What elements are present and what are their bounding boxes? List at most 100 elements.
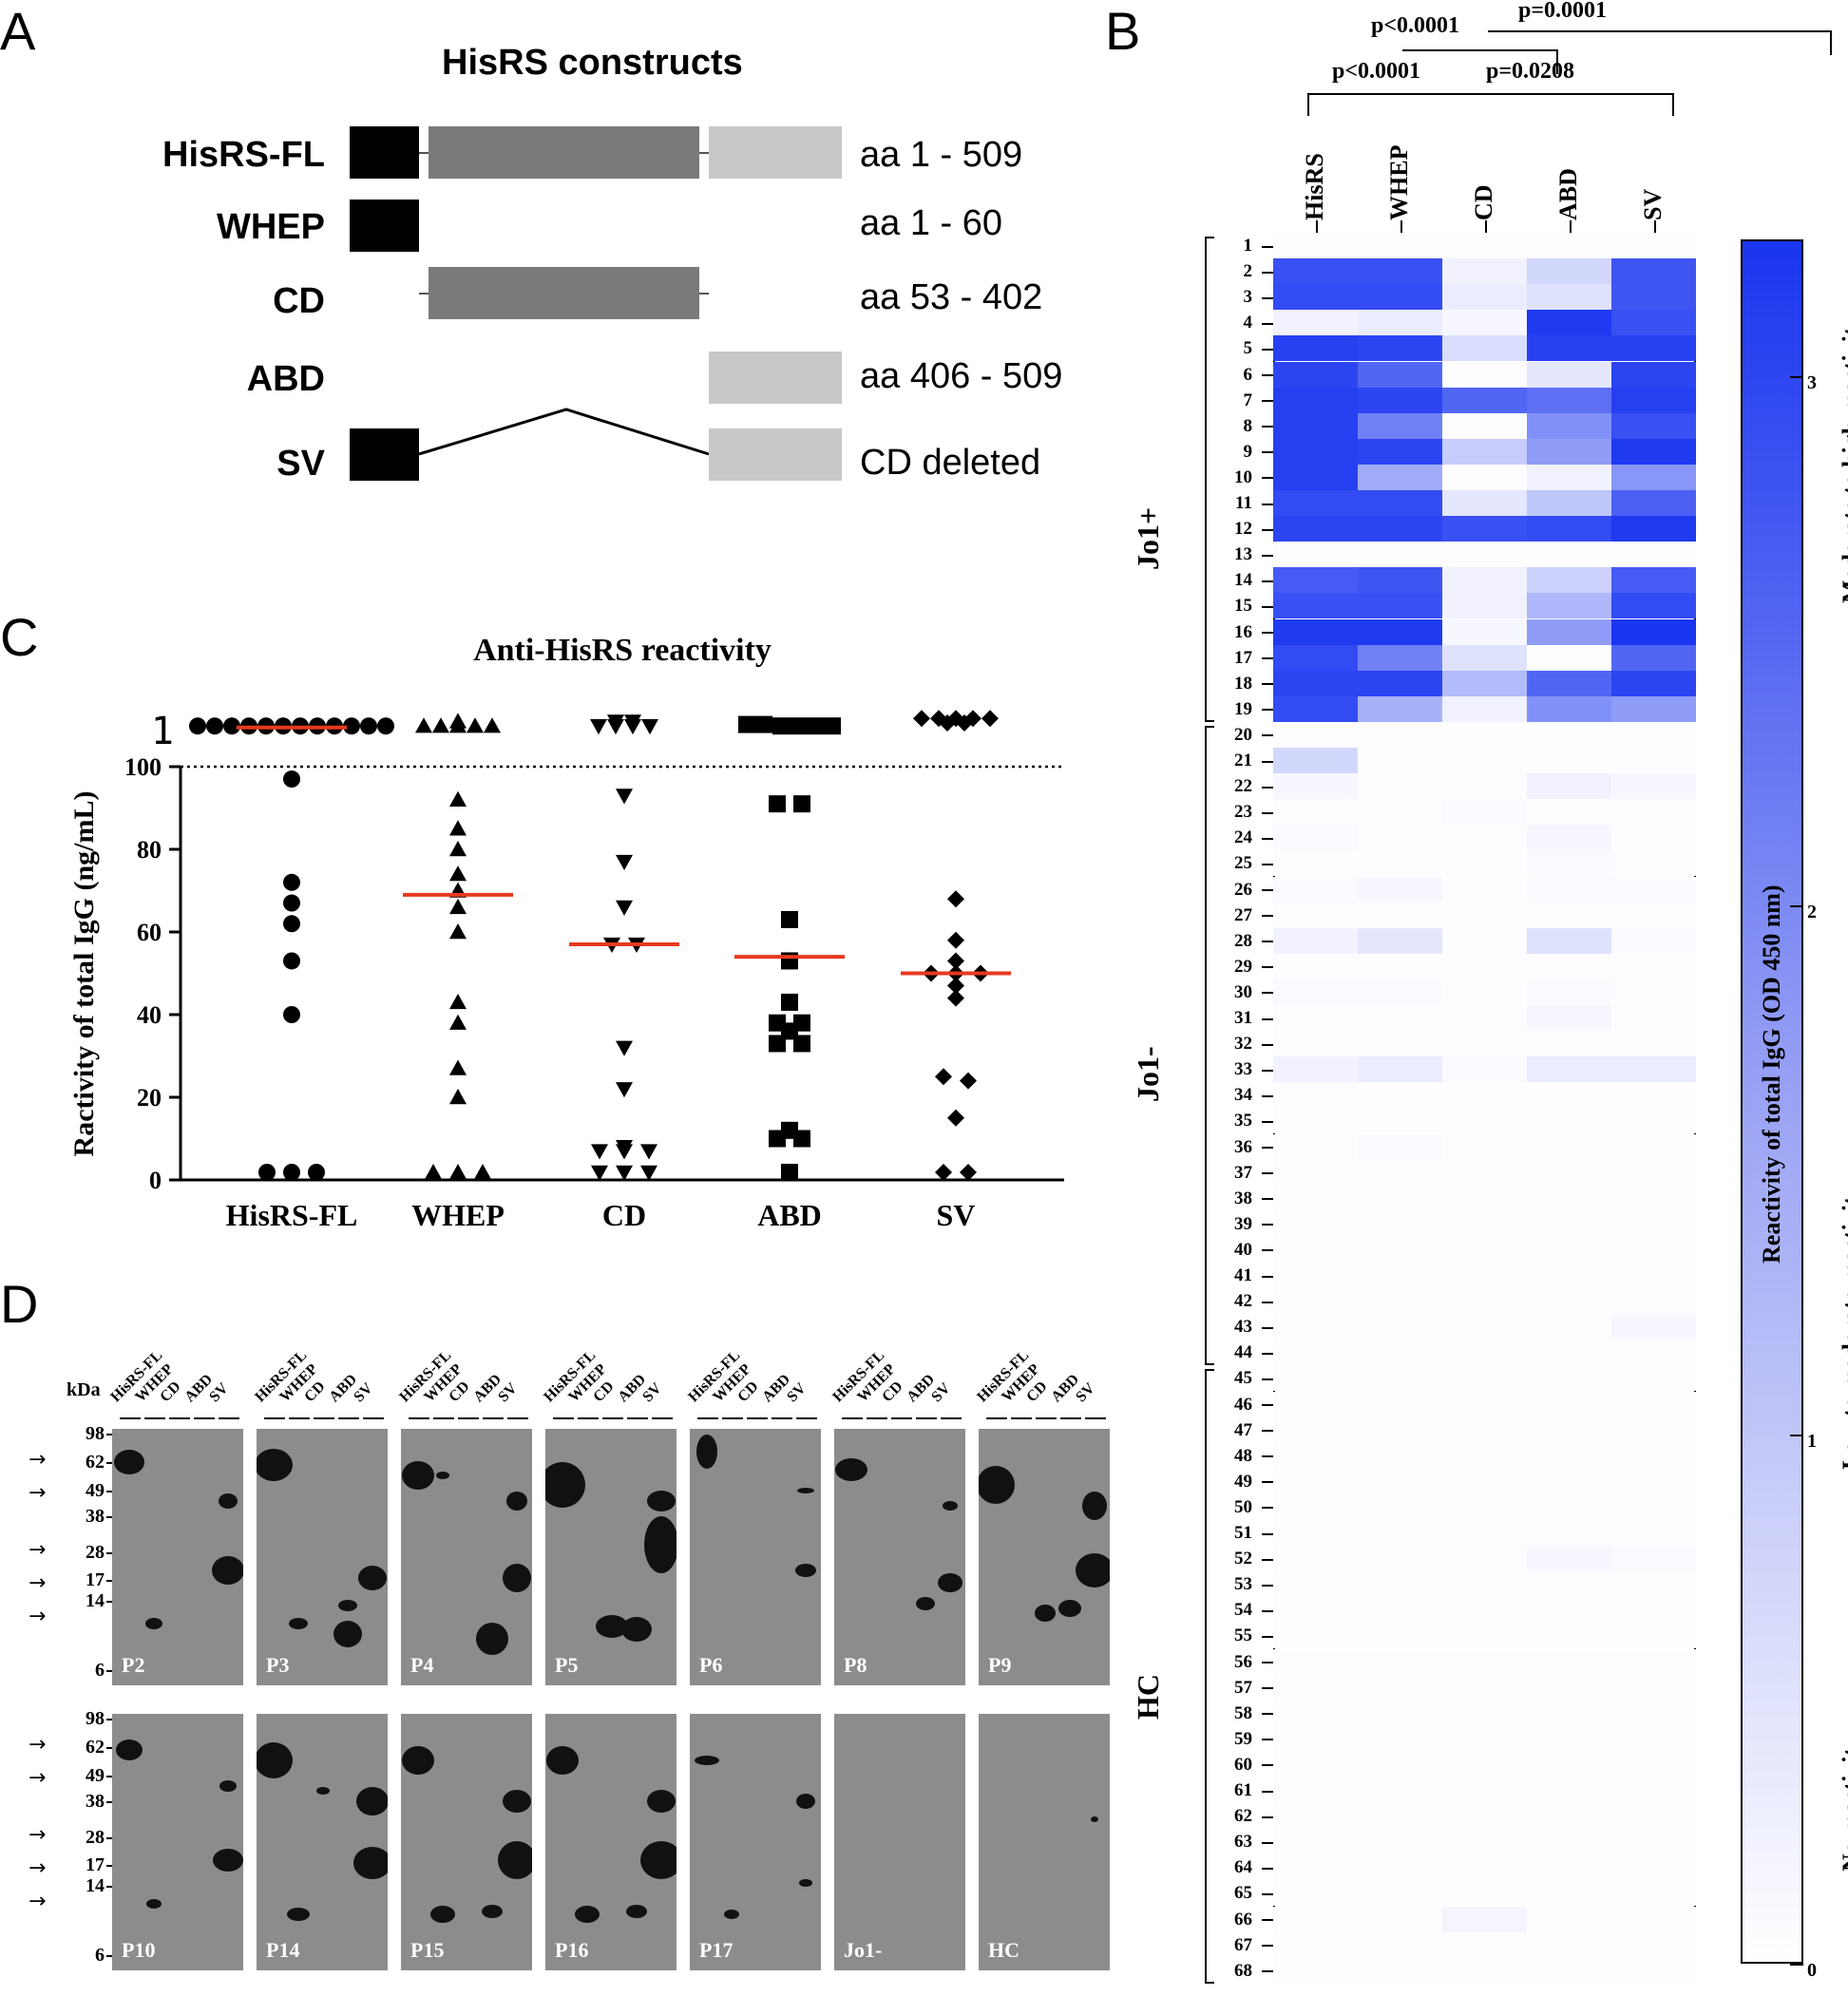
heatmap-cell [1273,1854,1358,1881]
blot-image: P10 [112,1714,243,1970]
whep-domain-block [350,428,419,481]
heatmap-cell [1442,773,1527,800]
data-point-triangle-up [449,717,467,733]
heatmap-cell [1273,1416,1358,1443]
panel-b-letter: B [1105,1,1141,61]
colorbar-tick [1790,1964,1803,1966]
heatmap-cell [1527,1751,1611,1777]
heatmap-cell [1611,670,1696,696]
row-tick [1262,1120,1273,1123]
heatmap-cell [1611,953,1696,979]
heatmap-cell [1442,1056,1527,1083]
heatmap-cell [1611,1468,1696,1494]
heatmap-cell [1611,1597,1696,1624]
heatmap-cell [1358,876,1442,903]
heatmap-cell [1273,1546,1358,1572]
data-point-triangle-up [467,717,484,733]
blot-patient-label: P3 [266,1653,290,1677]
heatmap-cell [1527,1803,1611,1830]
x-category-label: SV [937,1198,976,1232]
heatmap-row-label: 68 [1234,1960,1252,1981]
blot-band [795,1563,816,1577]
heatmap-row-label: 15 [1234,596,1252,617]
row-tick [1262,605,1273,608]
row-tick [1262,451,1273,454]
p-bracket [1488,93,1674,116]
data-point-square [793,1035,810,1053]
heatmap-cell [1611,1880,1696,1907]
row-tick [1262,1249,1273,1252]
heatmap-row-label: 28 [1234,930,1252,951]
heatmap-cell [1611,1159,1696,1186]
row-tick [1262,426,1273,428]
heatmap-row-label: 12 [1234,519,1252,540]
row-tick [1262,1867,1273,1870]
data-point-triangle-down [616,1165,633,1181]
blot-band [358,1565,387,1590]
heatmap-cell [1358,1648,1442,1675]
heatmap-cell [1442,258,1527,285]
blot-image: Jo1- [834,1714,965,1970]
heatmap-cell [1358,1082,1442,1109]
heatmap-cell [1442,1777,1527,1804]
row-tick [1262,1198,1273,1201]
heatmap-cell [1358,1416,1442,1443]
blot-band [114,1450,144,1475]
blot-image: P9 [979,1429,1110,1685]
heatmap-row-label: 44 [1234,1342,1252,1363]
row-tick [1262,1945,1273,1948]
heatmap-row-label: 57 [1234,1677,1252,1698]
blot-band [503,1563,531,1592]
heatmap-cell [1273,1520,1358,1547]
data-point-circle [283,952,300,970]
data-point-diamond [956,714,973,732]
data-point-triangle-down [640,1144,657,1160]
lane-underline [722,1417,743,1419]
blot-patient-label: HC [988,1938,1019,1962]
kda-marker-label: 98 [86,1423,105,1445]
data-point-triangle-up [449,993,467,1010]
heatmap-cell [1358,438,1442,465]
heatmap-row-label: 35 [1234,1111,1252,1131]
blot-band [640,1840,676,1879]
row-tick [1262,837,1273,840]
heatmap-cell [1442,1700,1527,1726]
heatmap-cell [1527,1648,1611,1675]
heatmap-cell [1527,1185,1611,1211]
row-tick [1262,657,1273,660]
row-tick [1262,632,1273,635]
column-tick [1569,220,1572,233]
heatmap-row-label: 50 [1234,1496,1252,1517]
heatmap-cell [1358,1493,1442,1520]
kda-marker-tick [106,1747,112,1750]
heatmap-row-label: 8 [1243,415,1253,436]
group-bracket [1205,237,1214,722]
heatmap-cell [1273,1442,1358,1469]
heatmap-cell [1442,825,1527,851]
heatmap-cell [1442,1803,1527,1830]
heatmap-row-label: 41 [1234,1265,1252,1285]
heatmap-cell [1442,1674,1527,1701]
construct-label-whep: WHEP [217,207,325,247]
heatmap-cell [1611,618,1696,645]
heatmap-cell [1273,593,1358,619]
lane-underline [144,1417,165,1419]
data-point-square [755,715,772,733]
lane-underline [627,1417,648,1419]
heatmap-cell [1442,1546,1527,1572]
heatmap-cell [1527,850,1611,877]
data-point-triangle-down [591,1165,608,1181]
heatmap-cell [1358,825,1442,851]
heatmap-cell [1527,1340,1611,1366]
heatmap-row-label: 58 [1234,1702,1252,1723]
heatmap-cell [1442,1236,1527,1263]
data-point-triangle-up [449,923,467,940]
heatmap-cell [1358,1210,1442,1237]
y-tick-label: 80 [137,836,162,864]
heatmap-row-label: 10 [1234,466,1252,487]
heatmap-cell [1442,721,1527,748]
heatmap-row-label: 3 [1243,287,1253,308]
blot-band [145,1618,162,1630]
heatmap-cell [1273,953,1358,979]
heatmap-cell [1358,361,1442,388]
